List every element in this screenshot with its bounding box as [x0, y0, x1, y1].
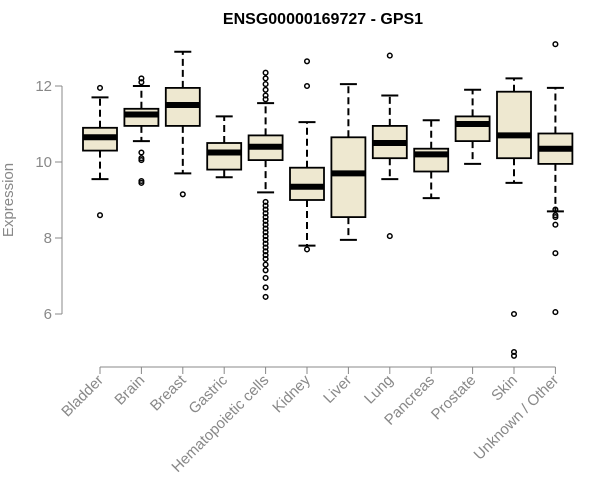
outlier-point	[262, 240, 269, 247]
x-tick-label: Skin	[488, 372, 521, 405]
outlier-point	[303, 58, 311, 65]
outlier-point	[552, 214, 559, 221]
outlier-point	[262, 81, 269, 88]
outlier-point	[262, 225, 269, 232]
outlier-point	[262, 96, 269, 103]
outlier-point	[138, 75, 145, 82]
y-tick-label: 10	[35, 154, 52, 171]
box-group	[164, 50, 201, 198]
outlier-point	[262, 284, 269, 291]
outlier-point	[262, 248, 269, 255]
outlier-point	[138, 149, 145, 156]
outlier-point	[262, 252, 269, 259]
chart-title: ENSG00000169727 - GPS1	[223, 11, 423, 28]
x-tick-label: Prostate	[428, 372, 480, 424]
x-tick-label: Kidney	[269, 371, 314, 416]
outlier-point	[96, 84, 104, 91]
outlier-point	[262, 267, 269, 274]
outlier-point	[262, 293, 269, 300]
outlier-point	[262, 255, 269, 262]
y-tick-label: 12	[35, 78, 52, 95]
outlier-point	[262, 261, 269, 268]
outlier-point	[303, 246, 311, 253]
outlier-point	[262, 236, 269, 243]
outlier-point	[386, 233, 393, 240]
outlier-point	[552, 309, 559, 316]
outlier-point	[138, 179, 145, 186]
boxes	[82, 41, 574, 359]
outlier-point	[510, 352, 518, 359]
box-group	[371, 52, 408, 240]
outlier-point	[138, 79, 145, 86]
x-tick-label: Liver	[320, 372, 355, 407]
outlier-point	[262, 214, 269, 221]
outlier-point	[262, 274, 269, 281]
outlier-point	[262, 69, 269, 76]
outlier-point	[262, 210, 269, 217]
outlier-point	[262, 229, 269, 236]
box-iqr	[206, 142, 243, 171]
box-group	[454, 88, 491, 165]
box-iqr	[330, 136, 367, 219]
outlier-point	[386, 52, 393, 59]
box-group	[123, 75, 160, 186]
y-tick-label: 8	[44, 230, 52, 247]
x-tick-label: Lung	[361, 372, 397, 408]
box-group	[247, 69, 284, 300]
box-group	[330, 83, 367, 241]
outlier-point	[510, 310, 518, 318]
outlier-point	[552, 206, 559, 213]
outlier-point	[179, 191, 186, 198]
box-group	[537, 41, 574, 316]
outlier-point	[262, 244, 269, 251]
outlier-point	[552, 41, 559, 48]
box-group	[289, 58, 325, 253]
outlier-point	[262, 206, 269, 213]
outlier-point	[262, 233, 269, 240]
outlier-point	[262, 92, 269, 99]
box-iqr	[496, 90, 532, 160]
x-tick-label: Bladder	[58, 372, 107, 421]
box-group	[413, 119, 450, 200]
outlier-point	[262, 217, 269, 224]
outlier-point	[510, 348, 518, 356]
y-axis-label: Expression	[0, 163, 17, 237]
outlier-point	[262, 221, 269, 228]
y-tick-label: 6	[44, 306, 52, 323]
box-iqr	[454, 115, 491, 143]
box-group	[206, 115, 243, 179]
outlier-point	[552, 250, 559, 257]
box-group	[82, 84, 118, 219]
outlier-point	[96, 212, 104, 219]
outlier-point	[552, 221, 559, 228]
outlier-point	[262, 86, 269, 93]
outlier-point	[262, 198, 269, 205]
outlier-point	[303, 82, 311, 90]
outlier-point	[262, 202, 269, 209]
box-group	[496, 77, 532, 359]
outlier-point	[262, 75, 269, 82]
x-tick-label: Brain	[111, 372, 148, 409]
x-tick-label: Breast	[147, 371, 190, 414]
outlier-point	[138, 157, 145, 164]
